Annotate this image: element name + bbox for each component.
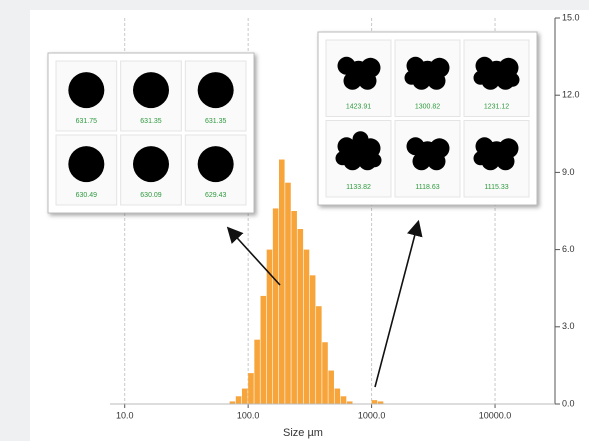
x-tick-label: 1000.0 <box>358 410 386 420</box>
particle <box>406 137 425 156</box>
y-tick-label: 12.0 <box>562 90 580 100</box>
arrow <box>374 219 423 388</box>
bar <box>328 370 334 404</box>
particle-size-label: 630.49 <box>76 192 98 199</box>
bar <box>291 211 297 404</box>
particle <box>337 137 356 156</box>
particle <box>473 70 488 85</box>
particle <box>427 71 446 90</box>
y-tick-label: 15.0 <box>562 12 580 22</box>
particle <box>197 72 234 109</box>
arrow <box>226 226 281 286</box>
particle <box>335 151 350 166</box>
bar <box>340 396 347 404</box>
particle <box>68 146 105 183</box>
x-tick-label: 10.0 <box>116 410 134 420</box>
particle <box>197 146 234 183</box>
particle <box>343 71 362 90</box>
particle <box>404 70 419 85</box>
x-tick-label: 100.0 <box>237 410 260 420</box>
bar <box>303 249 310 404</box>
particle <box>505 72 520 87</box>
bar <box>279 159 285 404</box>
bar <box>346 401 353 404</box>
particle <box>337 56 356 75</box>
particle-size-label: 1133.82 <box>346 184 371 191</box>
particle <box>358 71 377 90</box>
particle-size-label: 1231.12 <box>484 103 509 110</box>
particle <box>412 152 431 171</box>
bar <box>334 388 341 404</box>
particle <box>475 56 494 75</box>
particle-size-label: 630.09 <box>140 192 162 199</box>
y-tick-label: 6.0 <box>562 244 575 254</box>
particle-size-label: 629.43 <box>205 192 227 199</box>
particle <box>496 152 515 171</box>
bar <box>235 396 242 404</box>
bar <box>254 339 260 404</box>
particle <box>473 151 488 166</box>
bar <box>266 249 273 404</box>
particle-size-label: 1423.91 <box>346 103 371 110</box>
particle <box>427 152 446 171</box>
y-tick-label: 9.0 <box>562 167 575 177</box>
bar <box>285 182 291 404</box>
x-axis-label: Size µm <box>283 427 323 439</box>
bar <box>322 342 328 404</box>
particle-size-label: 631.35 <box>205 118 227 125</box>
particle <box>68 72 105 109</box>
particle-size-label: 631.35 <box>140 118 162 125</box>
particle <box>133 72 169 109</box>
particle <box>367 153 382 168</box>
bar <box>309 275 316 404</box>
particle <box>133 146 169 183</box>
bar <box>260 295 267 404</box>
particle <box>475 137 494 156</box>
bar <box>297 229 304 404</box>
bar <box>241 388 248 404</box>
particle <box>352 131 369 148</box>
bar <box>371 400 378 404</box>
y-tick-label: 0.0 <box>562 398 575 408</box>
particle-size-label: 1115.33 <box>484 184 508 191</box>
bar <box>229 401 236 404</box>
x-tick-label: 10000.0 <box>479 410 512 420</box>
bar <box>248 373 254 404</box>
bar <box>272 208 279 404</box>
particle-size-label: 1118.63 <box>415 184 439 191</box>
bar <box>316 306 322 404</box>
particle <box>406 56 425 75</box>
bar <box>377 401 384 404</box>
y-tick-label: 3.0 <box>562 321 575 331</box>
particle-size-label: 631.75 <box>76 118 98 125</box>
particle-size-label: 1300.82 <box>415 103 440 110</box>
